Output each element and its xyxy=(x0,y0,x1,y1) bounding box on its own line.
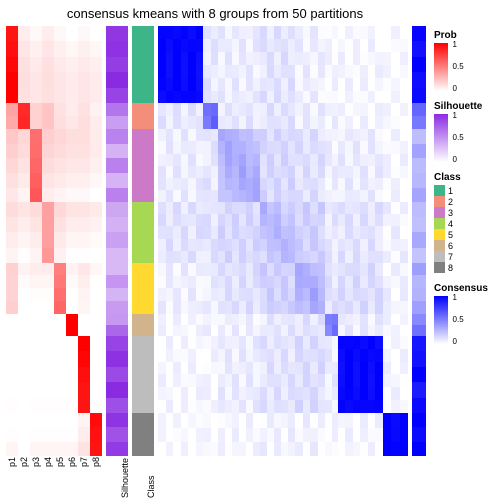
prob-heatmap xyxy=(6,26,102,456)
legend-class-label: 4 xyxy=(448,219,453,229)
class-axis-label: Class xyxy=(146,475,156,498)
legend-class-label: 3 xyxy=(448,208,453,218)
legend-class-swatch xyxy=(434,185,445,196)
legend-consensus-gradient xyxy=(434,296,448,344)
prob-xlabel: p2 xyxy=(19,457,29,469)
legend-tick: 0 xyxy=(453,156,457,164)
legend-panel: Prob 10.50 Silhouette 10.50 Class 123456… xyxy=(434,30,502,354)
legend-class-swatch xyxy=(434,251,445,262)
class-annotation-column xyxy=(132,26,154,456)
consensus-sidebar-column xyxy=(412,26,426,456)
legend-class-items: 12345678 xyxy=(434,185,502,273)
legend-silhouette-gradient xyxy=(434,114,448,162)
legend-tick: 1 xyxy=(453,294,457,302)
legend-class-swatch xyxy=(434,229,445,240)
legend-class-item: 4 xyxy=(434,218,502,229)
consensus-heatmap xyxy=(158,26,408,456)
legend-class-swatch xyxy=(434,262,445,273)
legend-class-label: 6 xyxy=(448,241,453,251)
legend-class-item: 1 xyxy=(434,185,502,196)
legend-class-title: Class xyxy=(434,172,502,183)
legend-consensus: Consensus 10.50 xyxy=(434,283,502,344)
prob-xlabel: p8 xyxy=(91,457,101,469)
prob-xlabel: p3 xyxy=(31,457,41,469)
legend-class-item: 3 xyxy=(434,207,502,218)
legend-class-swatch xyxy=(434,196,445,207)
legend-tick: 1 xyxy=(453,41,457,49)
legend-class-item: 7 xyxy=(434,251,502,262)
legend-tick: 0.5 xyxy=(453,63,464,71)
legend-tick: 0 xyxy=(453,338,457,346)
silhouette-axis-label: Silhouette xyxy=(120,458,130,498)
legend-silhouette: Silhouette 10.50 xyxy=(434,101,502,162)
legend-silhouette-ticks: 10.50 xyxy=(453,114,477,162)
legend-prob: Prob 10.50 xyxy=(434,30,502,91)
legend-consensus-ticks: 10.50 xyxy=(453,296,477,344)
legend-class-label: 1 xyxy=(448,186,453,196)
legend-class: Class 12345678 xyxy=(434,172,502,273)
prob-xlabel: p7 xyxy=(79,457,89,469)
legend-class-label: 2 xyxy=(448,197,453,207)
prob-xlabel: p5 xyxy=(55,457,65,469)
prob-xlabel: p1 xyxy=(7,457,17,469)
legend-consensus-title: Consensus xyxy=(434,283,502,294)
legend-class-swatch xyxy=(434,218,445,229)
prob-x-axis-labels: p1p2p3p4p5p6p7p8 xyxy=(6,458,102,468)
legend-tick: 0.5 xyxy=(453,134,464,142)
prob-xlabel: p6 xyxy=(67,457,77,469)
plot-title: consensus kmeans with 8 groups from 50 p… xyxy=(0,6,430,21)
legend-class-item: 8 xyxy=(434,262,502,273)
silhouette-annotation-column xyxy=(106,26,128,456)
legend-tick: 0 xyxy=(453,85,457,93)
legend-class-item: 2 xyxy=(434,196,502,207)
legend-tick: 0.5 xyxy=(453,316,464,324)
legend-class-item: 5 xyxy=(434,229,502,240)
legend-prob-ticks: 10.50 xyxy=(453,43,477,91)
legend-class-label: 5 xyxy=(448,230,453,240)
plot-area xyxy=(6,26,426,456)
legend-prob-title: Prob xyxy=(434,30,502,41)
legend-tick: 1 xyxy=(453,112,457,120)
legend-prob-gradient xyxy=(434,43,448,91)
legend-class-swatch xyxy=(434,240,445,251)
prob-xlabel: p4 xyxy=(43,457,53,469)
legend-class-item: 6 xyxy=(434,240,502,251)
legend-class-label: 8 xyxy=(448,263,453,273)
legend-silhouette-title: Silhouette xyxy=(434,101,502,112)
legend-class-swatch xyxy=(434,207,445,218)
legend-class-label: 7 xyxy=(448,252,453,262)
